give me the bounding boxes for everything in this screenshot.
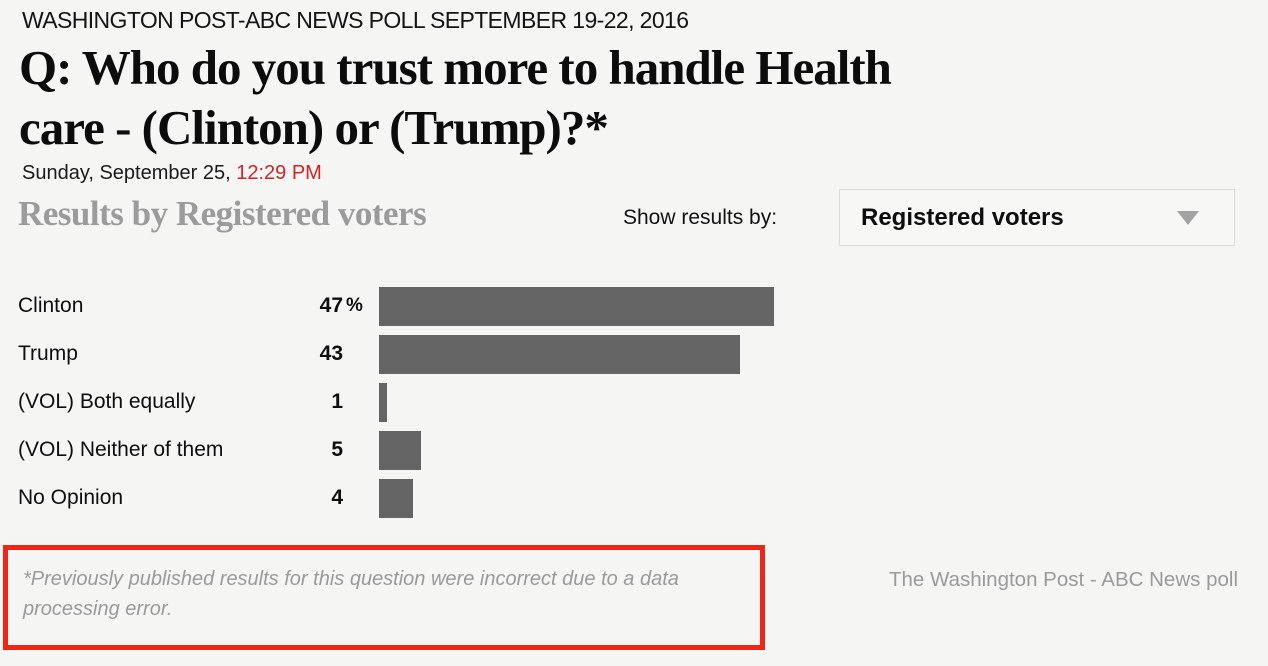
row-label: Clinton (18, 294, 84, 317)
row-value: 5 (331, 438, 343, 461)
question-title: Q: Who do you trust more to handle Healt… (19, 38, 1179, 158)
bar (379, 286, 774, 326)
dateline-time: 12:29 PM (236, 162, 322, 184)
chart-row: (VOL) Both equally 1 (18, 378, 1018, 426)
chart-row: (VOL) Neither of them 5 (18, 426, 1018, 474)
row-value: 43 (319, 342, 343, 365)
chart-row: Trump 43 (18, 330, 1018, 378)
bar (379, 478, 413, 518)
poll-kicker: WASHINGTON POST-ABC NEWS POLL SEPTEMBER … (22, 7, 689, 33)
source-credit: The Washington Post - ABC News poll (888, 568, 1238, 591)
dateline-date: Sunday, September 25, (22, 162, 237, 184)
row-unit: % (346, 295, 363, 316)
dateline: Sunday, September 25, 12:29 PM (22, 162, 322, 185)
row-label: No Opinion (18, 486, 124, 509)
bar (379, 430, 421, 470)
row-label: Trump (18, 342, 78, 365)
row-label: (VOL) Both equally (18, 390, 196, 413)
row-value: 47 (319, 294, 343, 317)
results-by-dropdown[interactable]: Registered voters (839, 189, 1235, 246)
bar (379, 382, 388, 422)
section-heading: Results by Registered voters (18, 194, 427, 233)
bar (379, 334, 741, 374)
bar-chart: Clinton 47 % Trump 43 (VOL) Both equally… (18, 282, 1018, 522)
question-title-line1: Q: Who do you trust more to handle Healt… (19, 40, 892, 95)
chart-row: No Opinion 4 (18, 474, 1018, 522)
row-label: (VOL) Neither of them (18, 438, 224, 461)
show-results-by-label: Show results by: (623, 206, 778, 229)
chart-row: Clinton 47 % (18, 282, 1018, 330)
question-title-line2: care - (Clinton) or (Trump)?* (19, 100, 609, 155)
chevron-down-icon (1177, 211, 1199, 225)
footnote-text: *Previously published results for this q… (23, 568, 679, 620)
row-value: 4 (331, 486, 343, 509)
footnote-box: *Previously published results for this q… (3, 545, 765, 650)
row-value: 1 (331, 390, 343, 413)
results-by-dropdown-value: Registered voters (861, 204, 1064, 231)
